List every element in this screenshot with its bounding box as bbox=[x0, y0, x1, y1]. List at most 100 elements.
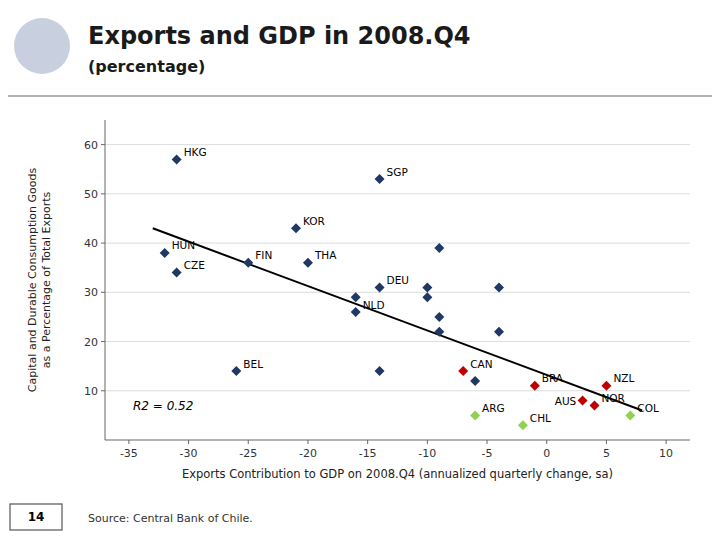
point bbox=[470, 410, 480, 420]
x-tick bbox=[367, 440, 368, 444]
point-labels: HKG SGP KOR HUN FIN THA CZE DEU NLD BEL CAN NZL NOR A… bbox=[172, 146, 659, 424]
point-label: DEU bbox=[387, 274, 409, 286]
point bbox=[375, 282, 385, 292]
point bbox=[375, 366, 385, 376]
point bbox=[494, 327, 504, 337]
x-tick bbox=[666, 440, 667, 444]
x-tick bbox=[546, 440, 547, 444]
y-tick bbox=[101, 144, 105, 145]
x-tick bbox=[427, 440, 428, 444]
chart: Exports and GDP in 2008.Q4 (percentage) 10… bbox=[0, 0, 720, 540]
point bbox=[351, 292, 361, 302]
point bbox=[422, 292, 432, 302]
y-tick bbox=[101, 193, 105, 194]
y-tick-label: 30 bbox=[84, 286, 98, 299]
grid-line bbox=[105, 341, 690, 342]
point bbox=[518, 420, 528, 430]
point bbox=[589, 401, 599, 411]
grid-line bbox=[105, 193, 690, 194]
point-label: CHL bbox=[530, 412, 551, 424]
background bbox=[0, 0, 720, 540]
point bbox=[578, 396, 588, 406]
title: Exports and GDP in 2008.Q4 bbox=[88, 22, 471, 50]
point-label: THA bbox=[314, 249, 337, 261]
trend-line bbox=[153, 228, 642, 410]
x-tick-label: 5 bbox=[603, 447, 610, 460]
source: Source: Central Bank of Chile. bbox=[88, 512, 253, 525]
grid-line bbox=[105, 292, 690, 293]
point-label: KOR bbox=[303, 215, 325, 227]
y-tick-label: 50 bbox=[84, 188, 98, 201]
x-tick-label: 10 bbox=[659, 447, 673, 460]
y-tick bbox=[101, 390, 105, 391]
point-label: COL bbox=[637, 402, 659, 414]
page-box bbox=[10, 504, 62, 530]
point bbox=[434, 312, 444, 322]
x-tick bbox=[128, 440, 129, 444]
point-label: ARG bbox=[482, 402, 505, 414]
x-tick-label: 0 bbox=[543, 447, 550, 460]
point bbox=[470, 376, 480, 386]
point bbox=[172, 268, 182, 278]
point-label: BRA bbox=[542, 372, 564, 384]
y-tick-label: 20 bbox=[84, 336, 98, 349]
x-tick-label: -25 bbox=[239, 447, 257, 460]
point bbox=[291, 223, 301, 233]
point-label: FIN bbox=[255, 249, 272, 261]
y-tick bbox=[101, 243, 105, 244]
x-tick bbox=[606, 440, 607, 444]
point bbox=[494, 282, 504, 292]
x-tick bbox=[248, 440, 249, 444]
x-tick-label: -15 bbox=[359, 447, 377, 460]
point-label: HUN bbox=[172, 239, 195, 251]
point bbox=[243, 258, 253, 268]
point bbox=[375, 174, 385, 184]
y-tick bbox=[101, 292, 105, 293]
point-label: BEL bbox=[243, 358, 263, 370]
grid bbox=[105, 145, 690, 391]
point-label: NOR bbox=[601, 392, 624, 404]
point bbox=[160, 248, 170, 258]
y-tick bbox=[101, 341, 105, 342]
x-tick-label: -30 bbox=[180, 447, 198, 460]
marks bbox=[153, 154, 642, 430]
x-axis-label: Exports Contribution to GDP on 2008.Q4 (… bbox=[182, 467, 613, 481]
point bbox=[530, 381, 540, 391]
point bbox=[231, 366, 241, 376]
y-tick-label: 10 bbox=[84, 385, 98, 398]
logo bbox=[14, 18, 70, 74]
point bbox=[458, 366, 468, 376]
point-label: NLD bbox=[363, 299, 385, 311]
x-tick-label: -20 bbox=[299, 447, 317, 460]
point bbox=[422, 282, 432, 292]
x-tick-label: -5 bbox=[482, 447, 493, 460]
point-label: AUS bbox=[555, 395, 577, 407]
y-tick-label: 60 bbox=[84, 139, 98, 152]
x-tick-label: -35 bbox=[120, 447, 138, 460]
subtitle: (percentage) bbox=[88, 57, 205, 76]
point-label: CZE bbox=[184, 259, 205, 271]
point bbox=[172, 154, 182, 164]
x-tick bbox=[307, 440, 308, 444]
y-axis-label-line: Capital and Durable Consumption Goods bbox=[26, 168, 39, 393]
x-tick bbox=[188, 440, 189, 444]
separator bbox=[8, 96, 712, 97]
point-label: SGP bbox=[387, 166, 408, 178]
y-tick-label: 40 bbox=[84, 237, 98, 250]
point bbox=[351, 307, 361, 317]
x-axis bbox=[105, 440, 690, 441]
point-label: HKG bbox=[184, 146, 207, 158]
x-tick-label: -10 bbox=[418, 447, 436, 460]
page-number: 14 bbox=[28, 510, 45, 524]
x-tick bbox=[487, 440, 488, 444]
point bbox=[303, 258, 313, 268]
point bbox=[601, 381, 611, 391]
point-label: CAN bbox=[470, 358, 492, 370]
point-label: NZL bbox=[613, 372, 634, 384]
y-axis bbox=[105, 120, 106, 440]
point bbox=[625, 410, 635, 420]
y-axis-label: Capital and Durable Consumption Goodsas … bbox=[26, 168, 53, 393]
y-axis-label-line: as a Percentage of Total Exports bbox=[40, 191, 53, 368]
point bbox=[434, 243, 444, 253]
point bbox=[434, 327, 444, 337]
